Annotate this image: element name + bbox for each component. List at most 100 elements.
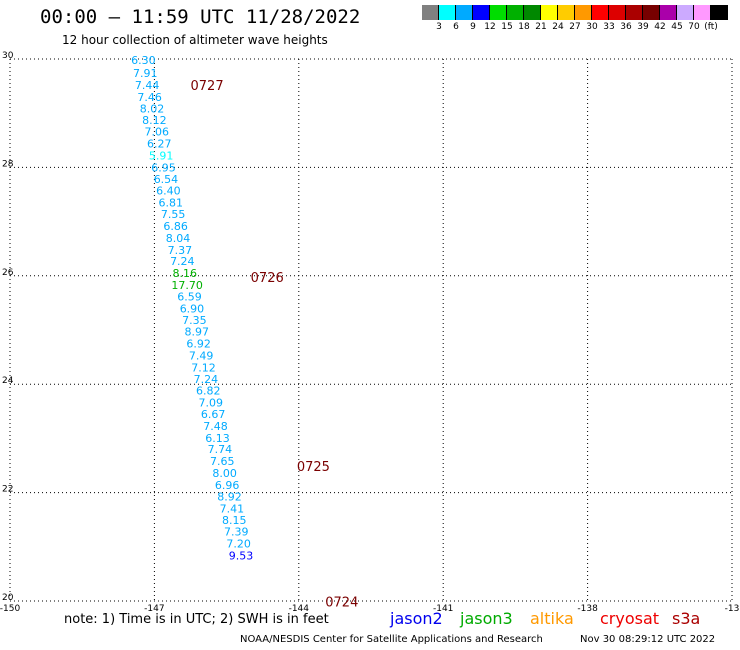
wave-height-value: 7.49 <box>189 349 214 362</box>
lat-tick-label: 28 <box>2 159 14 169</box>
satellite-name-s3a: s3a <box>672 609 701 628</box>
wave-height-value: 8.04 <box>166 232 191 245</box>
lon-tick-label: -138 <box>577 604 598 614</box>
wave-height-value: 6.13 <box>205 432 230 445</box>
page-subtitle: 12 hour collection of altimeter wave hei… <box>62 33 328 47</box>
lat-tick-label: 30 <box>2 51 14 61</box>
wave-height-value: 8.00 <box>212 467 237 480</box>
wave-height-value: 9.53 <box>229 549 254 562</box>
legend-label: 3 <box>436 22 442 32</box>
wave-height-value: 8.97 <box>185 326 210 339</box>
generated-timestamp: Nov 30 08:29:12 UTC 2022 <box>580 634 716 645</box>
legend-label: 21 <box>535 22 547 32</box>
wave-height-value: 6.86 <box>163 220 188 233</box>
wave-height-value: 6.96 <box>215 479 240 492</box>
lon-tick-label: -150 <box>0 604 20 614</box>
wave-height-value: 7.46 <box>137 91 162 104</box>
legend-swatch <box>626 5 643 20</box>
satellite-name-cryosat: cryosat <box>600 609 660 628</box>
time-labels: 0727 0726 0725 0724 <box>191 79 359 611</box>
legend-swatch <box>575 5 592 20</box>
wave-height-value: 6.67 <box>201 408 226 421</box>
time-label: 0726 <box>251 271 284 286</box>
legend-label: 70 <box>688 22 700 32</box>
wave-height-value: 7.48 <box>203 420 228 433</box>
wave-height-value: 7.35 <box>182 314 207 327</box>
wave-height-value: 7.37 <box>168 244 193 257</box>
wave-height-value: 7.91 <box>133 67 158 80</box>
lon-tick-label: -13 <box>725 604 740 614</box>
wave-height-value: 7.65 <box>210 455 235 468</box>
legend-swatch <box>439 5 456 20</box>
wave-height-value: 5.91 <box>149 149 174 162</box>
legend-label: 18 <box>518 22 530 32</box>
wave-height-value: 7.12 <box>191 361 216 374</box>
legend-swatch <box>524 5 541 20</box>
legend-swatch <box>694 5 711 20</box>
legend-label: 36 <box>620 22 632 32</box>
wave-height-value: 7.24 <box>170 255 195 268</box>
wave-height-value: 7.41 <box>220 502 245 515</box>
legend-label: 9 <box>470 22 476 32</box>
lon-tick-label: -147 <box>144 604 164 614</box>
wave-height-value: 6.82 <box>196 385 221 398</box>
legend-swatch <box>660 5 677 20</box>
legend-swatch <box>677 5 694 20</box>
legend-swatch <box>643 5 660 20</box>
wave-height-value: 7.55 <box>161 208 186 221</box>
legend-swatch <box>541 5 558 20</box>
lat-tick-label: 24 <box>2 376 14 386</box>
time-label: 0724 <box>325 596 358 611</box>
wave-height-value: 6.54 <box>154 173 179 186</box>
legend-label: 33 <box>603 22 615 32</box>
time-label: 0725 <box>297 460 330 475</box>
satellite-name-jason3: jason3 <box>460 609 513 628</box>
legend-swatch <box>473 5 490 20</box>
wave-height-value: 6.95 <box>151 161 176 174</box>
lat-tick-label: 26 <box>2 268 14 278</box>
lon-tick-label: -144 <box>289 604 310 614</box>
legend-label: 15 <box>501 22 513 32</box>
wave-height-value: 8.02 <box>140 102 165 115</box>
legend-swatch <box>609 5 626 20</box>
axis-tick-labels: -150 -147 -144 -141 -138 -13 20 22 24 26 28 30 <box>0 51 739 614</box>
legend-swatch <box>422 5 439 20</box>
legend-label: 27 <box>569 22 581 32</box>
legend-swatch <box>456 5 473 20</box>
wave-height-value: 6.90 <box>180 302 205 315</box>
legend-label: 45 <box>671 22 683 32</box>
legend-swatch <box>490 5 507 20</box>
legend-label: 30 <box>586 22 598 32</box>
legend-swatch <box>507 5 524 20</box>
legend-label: 24 <box>552 22 564 32</box>
wave-height-track: 6.307.917.447.468.028.127.066.275.916.95… <box>131 54 253 562</box>
legend-swatch <box>558 5 575 20</box>
footer-note: note: 1) Time is in UTC; 2) SWH is in fe… <box>64 612 329 627</box>
credit-line: NOAA/NESDIS Center for Satellite Applica… <box>240 634 543 645</box>
wave-height-value: 7.24 <box>194 373 219 386</box>
satellite-name-jason2: jason2 <box>390 609 443 628</box>
wave-height-value: 7.44 <box>135 79 160 92</box>
wave-height-value: 6.81 <box>159 197 184 210</box>
wave-height-value: 7.74 <box>208 443 233 456</box>
lon-tick-label: -141 <box>433 604 453 614</box>
lat-tick-label: 22 <box>2 485 13 495</box>
wave-height-value: 8.16 <box>172 267 197 280</box>
satellite-name-altika: altika <box>530 609 574 628</box>
legend-label: 6 <box>453 22 459 32</box>
wave-height-value: 6.27 <box>147 138 172 151</box>
wave-height-value: 7.20 <box>226 538 251 551</box>
legend-swatch <box>592 5 609 20</box>
wave-height-value: 7.39 <box>224 526 249 539</box>
wave-height-value: 8.15 <box>222 514 247 527</box>
wave-height-value: 8.12 <box>142 114 167 127</box>
legend-label: 12 <box>484 22 496 32</box>
wave-height-value: 7.09 <box>198 397 223 410</box>
legend-label: 39 <box>637 22 649 32</box>
wave-height-value: 7.06 <box>145 126 170 139</box>
wave-height-value: 8.92 <box>217 490 242 503</box>
wave-height-value: 6.92 <box>186 338 211 351</box>
wave-height-value: 17.70 <box>171 279 203 292</box>
legend-label: 42 <box>654 22 666 32</box>
